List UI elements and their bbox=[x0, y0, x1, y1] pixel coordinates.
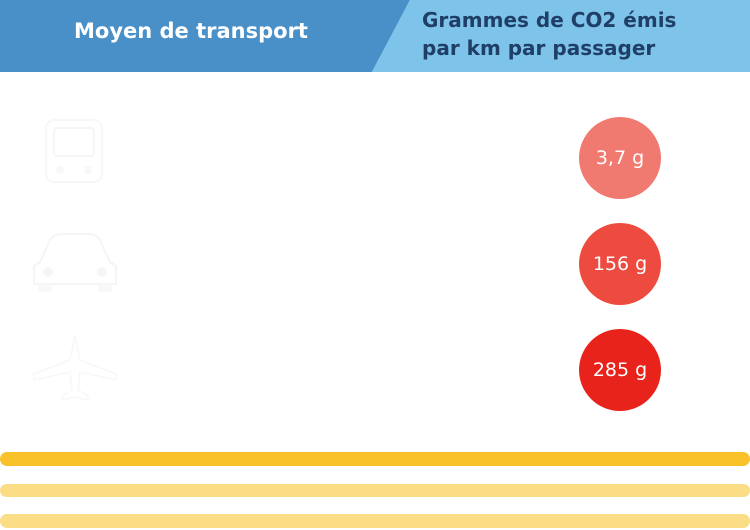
header-right-band bbox=[372, 0, 750, 72]
yellow-stripe-2 bbox=[0, 484, 750, 497]
co2-value-badge: 285 g bbox=[579, 329, 661, 411]
plane-icon bbox=[30, 332, 120, 402]
train-icon bbox=[44, 118, 104, 190]
car-icon bbox=[30, 232, 120, 294]
co2-value-badge: 3,7 g bbox=[579, 117, 661, 199]
column-title-co2: Grammes de CO2 émis par km par passager bbox=[422, 8, 677, 60]
yellow-stripe-3 bbox=[0, 514, 750, 528]
yellow-stripe-1 bbox=[0, 452, 750, 466]
column-title-transport: Moyen de transport bbox=[74, 19, 308, 43]
header-left-band bbox=[0, 0, 410, 72]
co2-value-badge: 156 g bbox=[579, 223, 661, 305]
